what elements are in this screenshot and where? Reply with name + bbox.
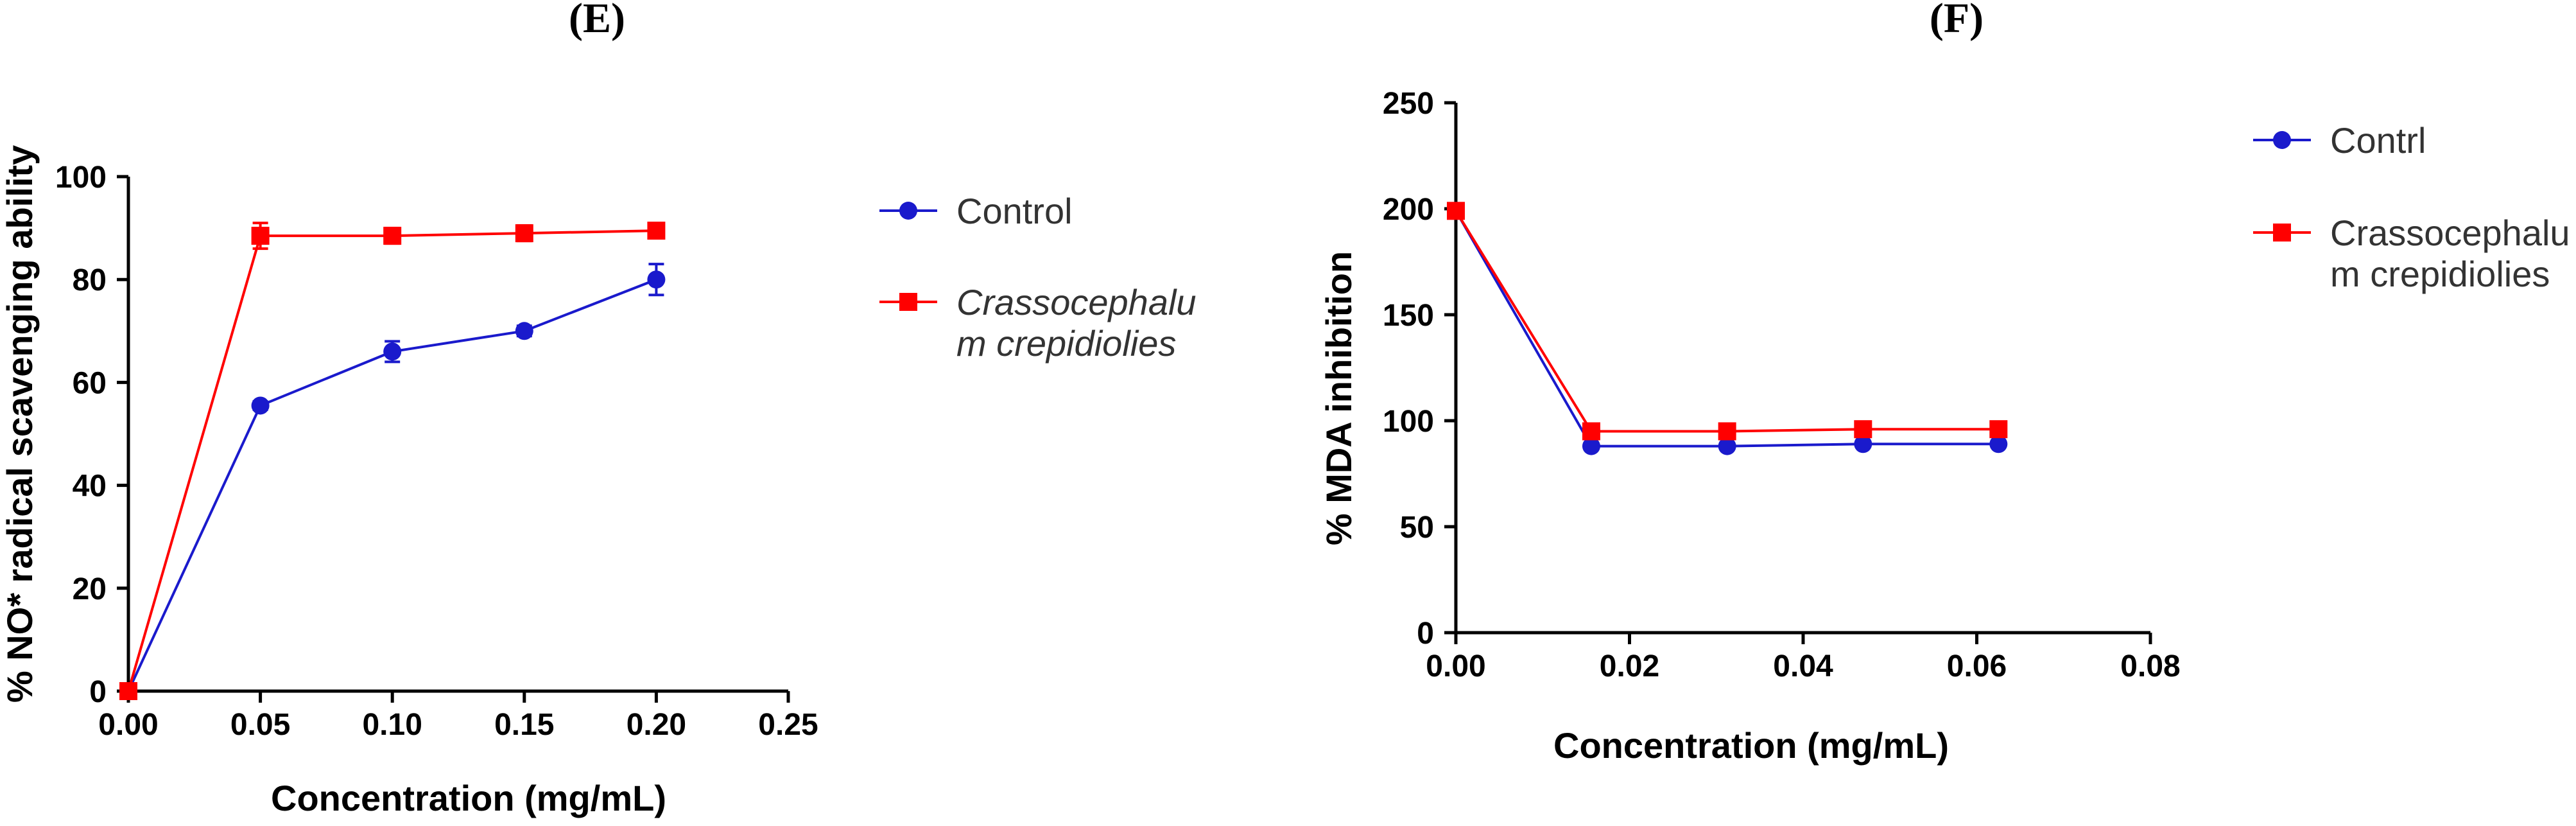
panel-f-x-tick-label: 0.00 bbox=[1426, 649, 1485, 683]
panel-f-data-point-crassocephalum bbox=[1447, 202, 1465, 220]
panel-f-data-point-control bbox=[1854, 435, 1872, 453]
panel-f-x-tick-label: 0.02 bbox=[1600, 649, 1659, 683]
panel-f-y-tick-label: 0 bbox=[1417, 617, 1434, 651]
panel-f-label: (F) bbox=[1930, 0, 1984, 42]
panel-f-y-axis-title: % MDA inhibition bbox=[1318, 251, 1359, 545]
panel-f-data-point-crassocephalum bbox=[1582, 422, 1600, 441]
panel-e-series-line-crassocephalum bbox=[127, 229, 657, 692]
panel-f-legend-marker-crassocephalum bbox=[2273, 224, 2291, 242]
panel-f-legend-label-control: Contrl bbox=[2330, 120, 2426, 161]
panel-e-data-point-control bbox=[383, 342, 402, 361]
panel-e-data-point-control bbox=[515, 322, 533, 340]
panel-e-label: (E) bbox=[569, 0, 625, 42]
panel-e-y-tick-label: 40 bbox=[73, 470, 107, 504]
panel-e-x-tick-label: 0.05 bbox=[230, 708, 290, 742]
panel-f-data-point-control bbox=[1582, 437, 1600, 455]
panel-e-x-tick-label: 0.15 bbox=[494, 708, 554, 742]
panel-e-x-tick-label: 0.20 bbox=[627, 708, 686, 742]
panel-f-y-tick-label: 50 bbox=[1400, 511, 1434, 545]
panel-e-y-tick-label: 0 bbox=[89, 675, 107, 709]
panel-f-x-tick-label: 0.04 bbox=[1773, 649, 1833, 683]
panel-f-data-point-control bbox=[1989, 435, 2008, 453]
panel-f-x-tick-label: 0.08 bbox=[2120, 649, 2180, 683]
panel-e-legend-label-crassocephalum: Crassocephalu bbox=[956, 282, 1197, 322]
panel-f-legend-marker-control bbox=[2273, 131, 2291, 149]
panel-e-legend-marker-control bbox=[899, 202, 917, 220]
panel-f-y-tick-label: 150 bbox=[1383, 299, 1434, 333]
panel-e-x-axis-title: Concentration (mg/mL) bbox=[271, 778, 666, 818]
panel-e-y-tick-label: 20 bbox=[73, 572, 107, 606]
panel-f-chart: (F) Concentration (mg/mL) % MDA inhibiti… bbox=[1318, 0, 2570, 766]
panel-f-x-axis-title: Concentration (mg/mL) bbox=[1553, 725, 1949, 766]
panel-f-x-tick-label: 0.06 bbox=[1947, 649, 2007, 683]
panel-e-x-tick-label: 0.00 bbox=[98, 708, 158, 742]
panel-e-data-point-crassocephalum bbox=[647, 222, 666, 240]
panel-e-data-point-crassocephalum bbox=[515, 224, 533, 243]
panel-e-data-point-control bbox=[647, 270, 666, 289]
panel-e-x-tick-label: 0.10 bbox=[362, 708, 422, 742]
panel-e-data-point-control bbox=[251, 396, 270, 415]
panel-e-legend-label-control: Control bbox=[956, 191, 1073, 231]
panel-f-y-tick-label: 200 bbox=[1383, 193, 1434, 227]
panel-e-legend-marker-crassocephalum bbox=[899, 293, 917, 311]
panel-e-x-tick-label: 0.25 bbox=[758, 708, 818, 742]
panel-e-data-point-crassocephalum bbox=[251, 227, 270, 245]
panel-f-y-tick-label: 100 bbox=[1383, 405, 1434, 439]
panel-e-y-tick-label: 80 bbox=[73, 263, 107, 297]
panel-e-legend-label-crassocephalum: m crepidiolies bbox=[956, 323, 1176, 364]
panel-f-data-point-crassocephalum bbox=[1718, 422, 1736, 441]
panel-f-y-tick-label: 250 bbox=[1383, 87, 1434, 121]
panel-f-data-point-crassocephalum bbox=[1854, 420, 1872, 439]
panel-e-data-point-crassocephalum bbox=[119, 682, 137, 700]
panel-e-y-tick-label: 60 bbox=[73, 366, 107, 400]
panel-e-y-axis-title: % NO* radical scavenging ability bbox=[0, 145, 40, 703]
panel-f-legend-label-crassocephalum: Crassocephalu bbox=[2330, 213, 2570, 253]
panel-f-series-line-control bbox=[1455, 210, 1999, 448]
panel-e-data-point-crassocephalum bbox=[383, 227, 402, 245]
panel-e-y-tick-label: 100 bbox=[55, 161, 107, 195]
panel-f-series-line-crassocephalum bbox=[1455, 210, 1999, 433]
panel-e-chart: (E) Concentration (mg/mL) % NO* radical … bbox=[0, 0, 1197, 818]
panel-f-legend-label-crassocephalum: m crepidiolies bbox=[2330, 254, 2550, 294]
panel-f-data-point-crassocephalum bbox=[1989, 420, 2008, 439]
panel-f-data-point-control bbox=[1718, 437, 1736, 455]
